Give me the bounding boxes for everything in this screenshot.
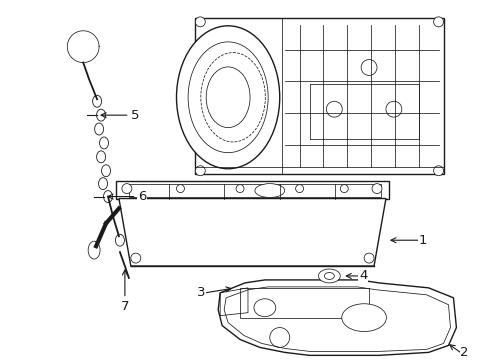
Circle shape <box>385 101 401 117</box>
Text: 3: 3 <box>196 286 205 299</box>
Ellipse shape <box>103 190 112 202</box>
Circle shape <box>433 17 443 27</box>
Circle shape <box>195 166 205 176</box>
Polygon shape <box>116 181 388 198</box>
Text: 7: 7 <box>121 300 129 313</box>
Ellipse shape <box>100 137 108 149</box>
Ellipse shape <box>97 151 105 163</box>
Ellipse shape <box>92 95 102 107</box>
Text: 2: 2 <box>460 346 468 359</box>
Circle shape <box>325 101 342 117</box>
Ellipse shape <box>324 273 334 279</box>
Ellipse shape <box>341 304 386 332</box>
Circle shape <box>236 185 244 193</box>
Text: 4: 4 <box>358 269 367 283</box>
Circle shape <box>295 185 303 193</box>
Text: 6: 6 <box>138 190 146 203</box>
Ellipse shape <box>115 234 124 246</box>
Polygon shape <box>195 18 443 174</box>
Ellipse shape <box>88 241 100 259</box>
Ellipse shape <box>102 165 110 177</box>
Text: 1: 1 <box>418 234 427 247</box>
Ellipse shape <box>176 26 279 169</box>
Ellipse shape <box>254 184 284 198</box>
Circle shape <box>195 17 205 27</box>
Ellipse shape <box>99 178 107 190</box>
Circle shape <box>131 253 141 263</box>
Polygon shape <box>218 280 455 355</box>
Ellipse shape <box>94 123 103 135</box>
Ellipse shape <box>318 269 340 283</box>
Circle shape <box>340 185 347 193</box>
Text: 5: 5 <box>131 109 139 122</box>
Circle shape <box>433 166 443 176</box>
Circle shape <box>176 185 184 193</box>
Circle shape <box>122 184 132 194</box>
Polygon shape <box>119 198 385 266</box>
Ellipse shape <box>97 109 105 121</box>
Circle shape <box>364 253 373 263</box>
Circle shape <box>361 59 376 76</box>
Circle shape <box>371 184 381 194</box>
